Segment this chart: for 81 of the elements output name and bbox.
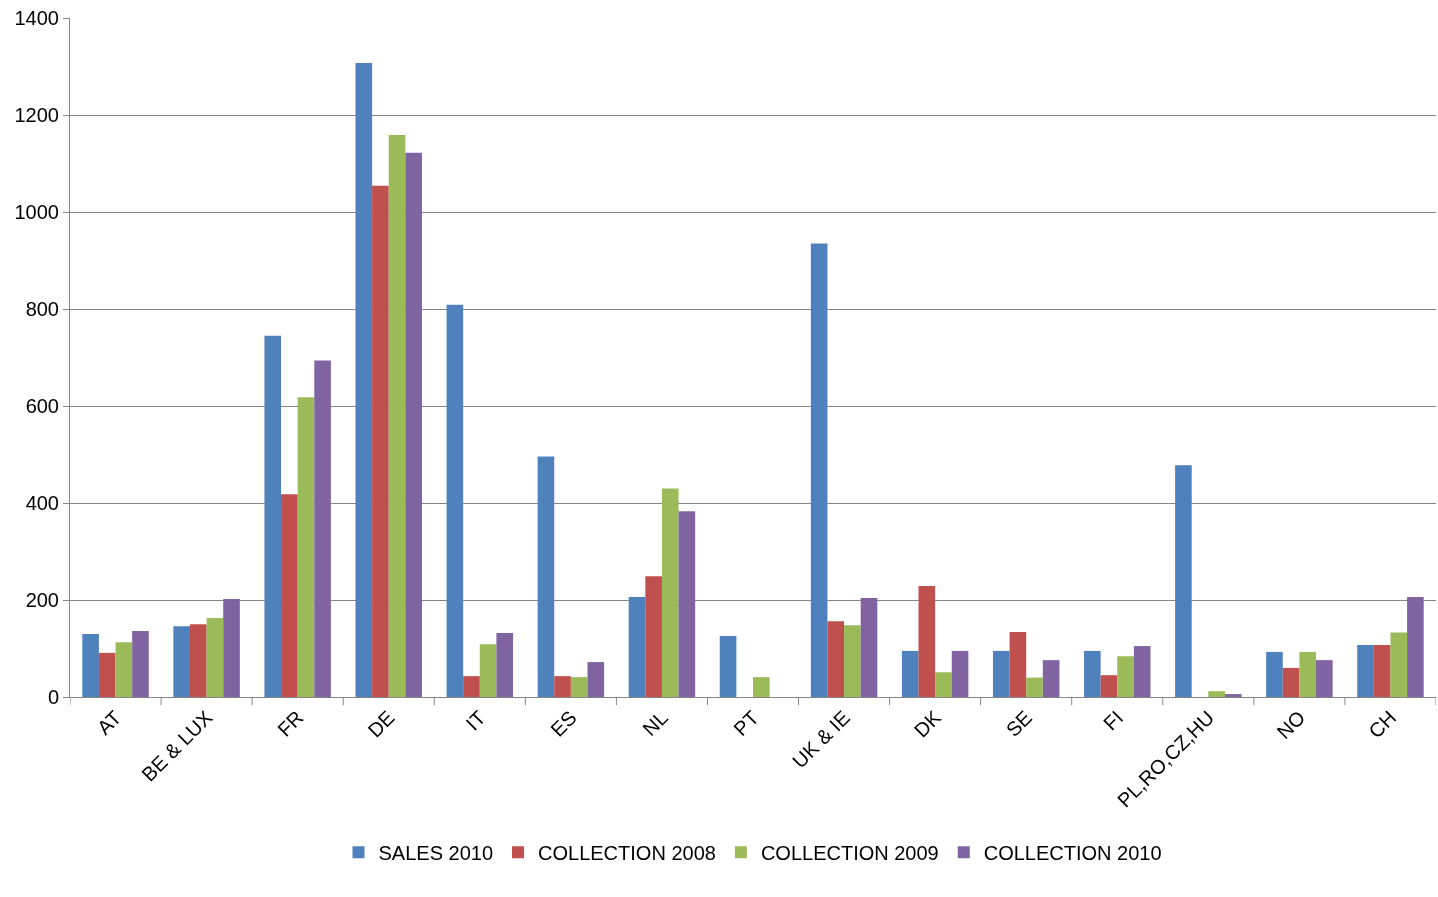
bar	[628, 597, 646, 697]
bar	[1316, 660, 1333, 697]
bar	[446, 304, 464, 697]
bar	[405, 152, 422, 697]
bar	[992, 650, 1010, 697]
x-tick-label: AT	[92, 706, 126, 739]
bar	[951, 650, 969, 697]
bar	[479, 644, 497, 697]
bar	[1117, 656, 1134, 697]
bar	[115, 642, 133, 697]
bar	[645, 576, 662, 697]
bar	[173, 626, 190, 697]
bar	[661, 488, 679, 697]
bar	[1407, 597, 1424, 697]
x-tick-label: PT	[729, 706, 763, 740]
bar	[860, 598, 878, 697]
x-tick-label: DE	[363, 706, 399, 742]
bar	[554, 676, 571, 697]
x-tick-label: NL	[638, 706, 672, 740]
y-tick-label: 1000	[14, 201, 59, 223]
y-tick-label: 800	[25, 298, 59, 320]
bar	[1133, 646, 1151, 697]
y-tick-label: 400	[25, 492, 59, 514]
legend-label: COLLECTION 2009	[760, 842, 939, 865]
bar	[1224, 694, 1242, 697]
legend-label: SALES 2010	[378, 842, 494, 865]
y-tick-label: 0	[47, 686, 59, 708]
bar	[678, 511, 696, 697]
bar	[1208, 691, 1225, 697]
bar	[355, 63, 373, 697]
bar	[297, 397, 315, 697]
bar	[570, 677, 588, 697]
bar	[918, 585, 936, 697]
bar	[281, 494, 298, 697]
y-tick-label: 1200	[14, 104, 59, 126]
x-tick-label: SE	[1001, 706, 1037, 741]
x-tick-label: FR	[273, 706, 308, 741]
bar	[1373, 645, 1391, 697]
bar	[132, 631, 149, 697]
bar	[223, 599, 240, 697]
bar	[1009, 632, 1027, 697]
x-tick-label: DK	[909, 705, 946, 742]
legend-label: COLLECTION 2010	[983, 842, 1162, 865]
bar	[810, 243, 828, 697]
bar	[1282, 667, 1300, 697]
y-tick-label: 1400	[14, 7, 59, 29]
bar	[314, 360, 331, 697]
bar	[587, 662, 605, 697]
bar	[82, 633, 99, 697]
bar	[827, 621, 845, 697]
y-tick-label: 600	[25, 395, 59, 417]
bar	[1084, 650, 1101, 697]
bar	[1042, 660, 1060, 697]
x-tick-label: UK & IE	[788, 706, 854, 773]
bar	[1299, 651, 1317, 697]
bar	[719, 635, 737, 697]
y-tick-label: 200	[25, 589, 59, 611]
bar	[98, 652, 116, 697]
bar	[496, 632, 514, 697]
bar	[1357, 645, 1374, 697]
x-tick-label: CH	[1364, 706, 1401, 743]
bar	[1390, 632, 1408, 697]
bar	[844, 625, 861, 697]
bar	[206, 617, 224, 697]
bar	[901, 650, 919, 697]
bar	[463, 676, 480, 697]
bar	[1175, 465, 1192, 697]
bar	[935, 672, 952, 697]
bar	[537, 456, 555, 697]
bar	[1026, 677, 1043, 697]
x-tick-label: IT	[461, 706, 490, 735]
x-tick-label: ES	[546, 706, 581, 741]
bar	[388, 134, 406, 697]
bar	[1266, 651, 1283, 697]
legend-label: COLLECTION 2008	[538, 842, 716, 865]
bar	[372, 185, 389, 697]
bar	[1100, 675, 1118, 697]
x-tick-label: NO	[1272, 706, 1310, 744]
bar	[753, 677, 770, 697]
bar	[264, 335, 282, 697]
bar	[189, 624, 207, 697]
